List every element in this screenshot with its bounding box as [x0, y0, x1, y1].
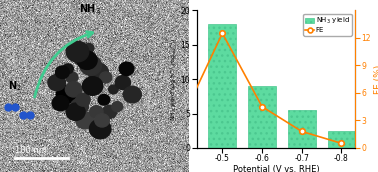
Circle shape [115, 76, 130, 89]
Text: NH$_3$: NH$_3$ [79, 2, 101, 16]
Circle shape [90, 106, 103, 118]
Circle shape [52, 96, 69, 111]
Circle shape [84, 44, 94, 53]
Circle shape [66, 72, 78, 83]
Circle shape [66, 41, 89, 62]
Circle shape [100, 72, 112, 83]
Bar [248, 86, 276, 148]
Circle shape [76, 112, 94, 129]
Bar [328, 131, 355, 148]
Circle shape [63, 64, 73, 74]
Circle shape [90, 119, 111, 139]
Circle shape [76, 93, 90, 106]
X-axis label: Potential (V vs. RHE): Potential (V vs. RHE) [232, 165, 319, 172]
Circle shape [112, 102, 122, 112]
Circle shape [56, 86, 76, 104]
Y-axis label: FE (%): FE (%) [374, 64, 378, 94]
Bar [209, 24, 236, 148]
Circle shape [48, 74, 65, 91]
Text: N$_2$: N$_2$ [8, 79, 22, 93]
Circle shape [119, 62, 134, 76]
Legend: NH$_3$ yield, FE: NH$_3$ yield, FE [303, 14, 352, 36]
Circle shape [80, 56, 102, 75]
FancyArrowPatch shape [35, 32, 93, 97]
Circle shape [108, 85, 118, 94]
Y-axis label: NH$_3$ yield ($\mu$g h$^{-1}$ mg$_{cat}$$^{-1}$): NH$_3$ yield ($\mu$g h$^{-1}$ mg$_{cat}$… [169, 37, 179, 121]
Bar [288, 110, 316, 148]
Bar [169, 127, 197, 148]
Circle shape [65, 82, 82, 97]
Circle shape [87, 79, 102, 93]
Circle shape [88, 63, 108, 81]
Circle shape [123, 86, 141, 103]
Circle shape [95, 114, 109, 127]
Circle shape [56, 66, 69, 78]
Circle shape [70, 99, 88, 115]
Circle shape [71, 46, 91, 64]
Circle shape [66, 103, 85, 120]
Circle shape [82, 77, 103, 95]
Circle shape [102, 105, 117, 118]
Text: 100 nm: 100 nm [15, 146, 47, 155]
Circle shape [77, 51, 97, 69]
Circle shape [98, 94, 110, 105]
